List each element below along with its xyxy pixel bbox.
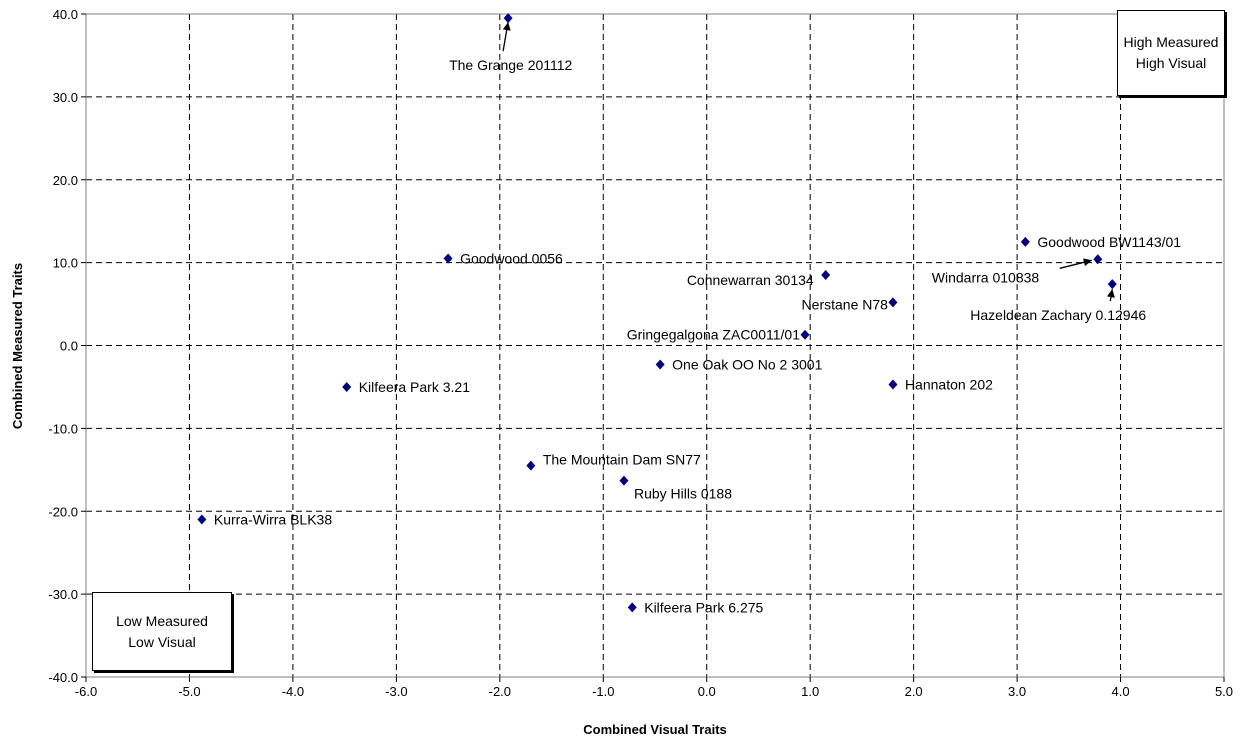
x-tick-label: 1.0 [801, 684, 819, 699]
data-point [526, 460, 536, 471]
data-point [800, 329, 810, 340]
y-axis-ticks: 40.0 30.0 20.0 10.0 0.0 -10.0 -20.0 -30.0 -40.0 [48, 7, 86, 685]
quadrant-note-low: Low Measured Low Visual [92, 592, 232, 671]
y-tick-label: 10.0 [53, 256, 78, 271]
point-label: Goodwood BW1143/01 [1037, 234, 1181, 250]
grid-lines [86, 14, 1224, 677]
y-tick-label: 30.0 [53, 90, 78, 105]
x-tick-label: -3.0 [385, 684, 407, 699]
point-label: Windarra 010838 [932, 269, 1040, 285]
data-point [821, 270, 831, 281]
point-label: Ruby Hills 0188 [634, 486, 732, 502]
point-label: Hazeldean Zachary 0.12946 [970, 307, 1146, 323]
x-tick-label: -6.0 [75, 684, 97, 699]
arrow-head [1107, 289, 1115, 298]
data-point [655, 359, 665, 370]
x-tick-label: 5.0 [1215, 684, 1233, 699]
x-tick-label: 2.0 [905, 684, 923, 699]
note-low-line-2: Low Visual [128, 633, 196, 650]
note-high-line-1: High Measured [1123, 34, 1219, 50]
data-point [197, 514, 207, 525]
y-tick-label: -10.0 [48, 421, 78, 436]
arrow-head [1083, 258, 1092, 267]
note-high-line-2: High Visual [1135, 55, 1207, 71]
data-point [1093, 254, 1103, 265]
x-axis-title: Combined Visual Traits [583, 722, 727, 737]
x-tick-label: -1.0 [592, 684, 614, 699]
x-tick-label: -2.0 [489, 684, 511, 699]
point-labels: The Grange 201112 Goodwood 0056 Connewarra… [214, 22, 1181, 615]
point-label: Nerstane N78 [802, 296, 889, 312]
point-label: Kurra-Wirra BLK38 [214, 512, 332, 528]
x-tick-label: 3.0 [1008, 684, 1026, 699]
point-label: Kilfeera Park 3.21 [359, 379, 470, 395]
point-label: The Mountain Dam SN77 [543, 452, 701, 468]
data-point [1020, 236, 1030, 247]
data-point [619, 475, 629, 486]
point-label: Hannaton 202 [905, 376, 993, 392]
data-point [443, 253, 453, 264]
arrow-head [502, 22, 511, 31]
point-label: Kilfeera Park 6.275 [644, 599, 763, 615]
y-tick-label: -20.0 [48, 504, 78, 519]
point-label: Goodwood 0056 [460, 250, 563, 266]
data-points [197, 13, 1117, 613]
data-point [342, 381, 352, 392]
y-tick-label: 40.0 [53, 7, 78, 22]
data-point [888, 379, 898, 390]
y-tick-label: 20.0 [53, 173, 78, 188]
data-point [627, 602, 637, 613]
quadrant-note-high: High Measured High Visual [1117, 10, 1225, 96]
y-axis-title: Combined Measured Traits [10, 263, 25, 429]
point-label: The Grange 201112 [449, 57, 572, 73]
data-point [503, 13, 513, 24]
note-low-line-1: Low Measured [116, 612, 208, 629]
data-point [1107, 279, 1117, 290]
x-axis-ticks: -6.0 -5.0 -4.0 -3.0 -2.0 -1.0 0.0 1.0 2.0 3.0 4.0 5… [75, 677, 1233, 699]
y-tick-label: 0.0 [60, 339, 78, 354]
x-tick-label: -5.0 [178, 684, 200, 699]
point-label: Connewarran 30134 [687, 272, 814, 288]
y-tick-label: -40.0 [48, 670, 78, 685]
y-tick-label: -30.0 [48, 587, 78, 602]
x-tick-label: -4.0 [282, 684, 304, 699]
point-label: One Oak OO No 2 3001 [672, 357, 822, 373]
data-point [888, 297, 898, 308]
x-tick-label: 4.0 [1112, 684, 1130, 699]
point-label: Gringegalgona ZAC0011/01 [627, 327, 801, 343]
x-tick-label: 0.0 [698, 684, 716, 699]
